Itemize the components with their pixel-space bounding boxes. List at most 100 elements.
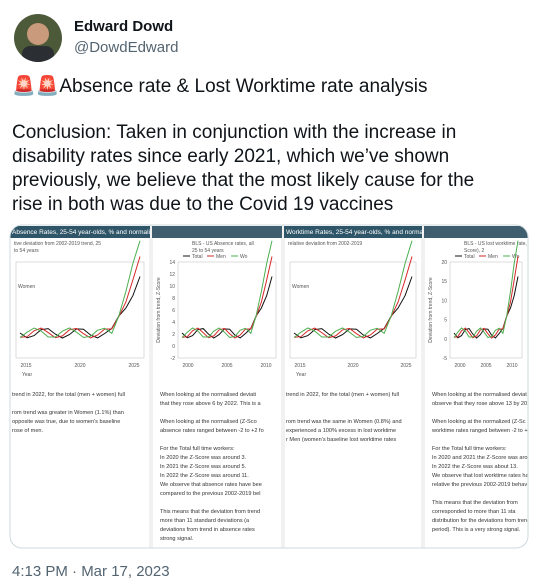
legend-label: Total [192,254,203,260]
note-line: corresponded to more than 11 sta [432,509,516,515]
x-axis-label: Year [22,372,32,378]
note-line: relative the previous 2002-2019 behavio [432,482,532,488]
slide-bg [283,225,423,548]
slide: Absence Rates, 25-54 year-olds, % and no… [10,225,249,548]
avatar[interactable] [14,14,62,66]
legend-label: Men [216,254,226,260]
slide: Worktime Rates, 25-54 year-olds, % and n… [283,225,518,548]
note-line: observe that they rose above 13 by 2022 [432,401,533,407]
legend-label: Wo [240,254,248,260]
x-tick-label: 2000 [182,363,193,369]
note-line: rom trend was greater in Women (1.1%) th… [12,410,124,416]
y-tick-label: 10 [441,298,447,304]
trace-line [293,256,413,339]
legend-label: Women [292,284,309,290]
note-line: deviations from trend in absence rates [160,527,255,533]
note-line: more than 11 standard deviations (a [160,518,250,524]
conclusion-line: previously, we believe that the most lik… [12,170,474,191]
trace-line [181,256,273,339]
y-tick-label: 0 [444,337,447,343]
image-border [9,224,529,549]
y-tick-label: 0 [172,344,175,350]
y-tick-label: -2 [171,356,176,362]
note-line: This means that the deviation from trend [160,509,260,515]
chart-title: to 54 years [14,248,39,254]
timestamp[interactable]: 4:13 PM · Mar 17, 2023 [12,563,170,580]
slide-header-text: Worktime Rates, 25-54 year-olds, % and n… [286,229,518,236]
y-tick-label: 14 [169,260,175,266]
author-name[interactable]: Edward Dowd [74,18,173,35]
note-line: When looking at the normalised deviat [432,392,527,398]
note-line: compared to the previous 2002-2019 bel [160,491,260,497]
chart-title: BLS - US lost worktime rate, d [464,241,531,247]
slide-bg [423,225,528,548]
conclusion: Conclusion: Taken in conjunction with th… [12,122,474,215]
x-tick-label: 2000 [454,363,465,369]
note-line: distribution for the deviations from tre… [432,518,530,524]
legend-label: Wo [512,254,520,260]
plot-area [449,261,523,359]
x-tick-label: 2015 [20,363,31,369]
chart-title: BLS - US Absence rates, all [192,241,254,247]
note-line: For the Total full time workers: [160,446,235,452]
note-line: rose of men. [12,428,44,434]
note-line: opposite was true, due to women's baseli… [12,419,120,425]
legend-label: Men [488,254,498,260]
y-tick-label: 12 [169,272,175,278]
note-line: trend in 2022, for the total (men + wome… [286,392,399,398]
y-tick-label: 2 [172,332,175,338]
x-tick-label: 2010 [506,363,517,369]
x-tick-label: 2025 [400,363,411,369]
plot-area [289,261,417,359]
note-line: absence rates ranged between -2 to +2 fo [160,428,264,434]
y-axis-label: Deviation from trend, Z-Score [428,277,434,343]
chart-title: 25 to 54 years [192,248,224,254]
y-tick-label: 4 [172,320,175,326]
slide-header [284,226,422,238]
note-line: period). This is a very strong signal. [432,527,521,533]
note-line: When looking at the normalized (Z-Sc [432,419,526,425]
trace-line [453,240,519,339]
x-tick-label: 2005 [480,363,491,369]
conclusion-line: Conclusion: Taken in conjunction with th… [12,122,456,143]
trace-line [19,256,141,339]
author-handle[interactable]: @DowdEdward [74,39,178,56]
x-tick-label: 2020 [74,363,85,369]
chart-title: relative deviation from 2002-2019 [288,241,362,247]
note-line: In 2020 the Z-Score was around 3. [160,455,247,461]
note-line: In 2020 and 2021 the Z-Score was aroun [432,455,534,461]
note-line: This means that the deviation from [432,500,518,506]
x-tick-label: 2025 [128,363,139,369]
note-line: r Men (women's baseline lost worktime ra… [286,437,396,443]
note-line: trend in 2022, for the total (men + wome… [12,392,125,398]
y-tick-label: 20 [441,260,447,266]
slide-bg [151,225,283,548]
y-tick-label: 5 [444,318,447,324]
y-axis-label: Deviation from trend, Z-Score [156,277,162,343]
plot-area [15,261,145,359]
note-line: In 2022 the Z-Score was about 13. [432,464,518,470]
note-line: In 2021 the Z-Score was around 5. [160,464,247,470]
legend-label: Total [464,254,475,260]
slide-header [152,226,282,238]
slide-header [10,226,150,238]
y-tick-label: 6 [172,308,175,314]
x-tick-label: 2020 [347,363,358,369]
y-tick-label: -5 [443,356,448,362]
note-line: worktime rates ranged between -2 to +2 [431,428,531,434]
note-line: When looking at the normalised (Z-Sco [160,419,257,425]
attached-image[interactable]: Absence Rates, 25-54 year-olds, % and no… [10,225,534,548]
trace-line [19,240,141,339]
trace-line [293,240,413,339]
note-line: that they rose above 6 by 2022. This is … [160,401,262,407]
legend-label: Women [18,284,35,290]
chart-title: Score), 2 [464,248,485,254]
note-line: We observe that absence rates have bee [160,482,262,488]
slide-bg [10,225,151,548]
slide-header [424,226,528,238]
x-tick-label: 2005 [221,363,232,369]
slide-header-text: Absence Rates, 25-54 year-olds, % and no… [12,229,249,236]
